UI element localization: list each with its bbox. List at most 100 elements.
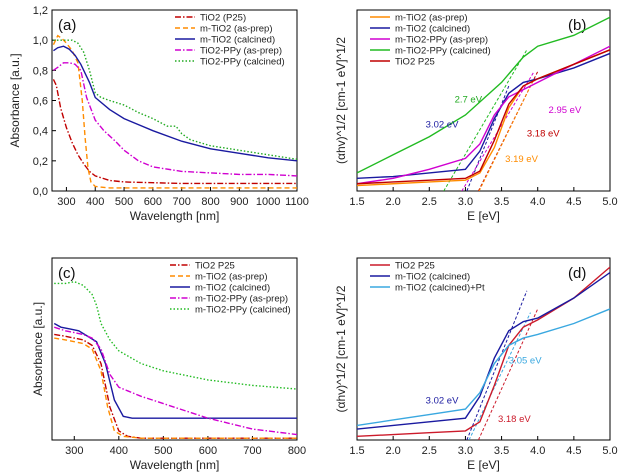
legend-entry: m-TiO2 (calcined) xyxy=(200,35,275,46)
y-tick-label: 1,2 xyxy=(33,5,48,17)
legend-entry: TiO2 P25 xyxy=(395,261,435,272)
x-tick-label: 1000 xyxy=(256,196,280,208)
series-line xyxy=(53,62,297,177)
series-line xyxy=(54,326,297,436)
y-tick-label: 0,0 xyxy=(33,186,48,198)
x-tick-label: 300 xyxy=(65,445,83,457)
x-axis-label: Wavelength [nm] xyxy=(130,209,220,223)
legend-entry: TiO2-PPy (as-prep) xyxy=(200,46,282,57)
legend-entry: m-TiO2-PPy (as-prep) xyxy=(395,35,488,46)
series-line xyxy=(54,333,297,439)
y-axis-label: (αhv)^1/2 [cm-1 eV]^1/2 xyxy=(334,285,348,412)
x-axis-label: E [eV] xyxy=(467,458,500,472)
legend: TiO2 (P25)m-TiO2 (as-prep)m-TiO2 (calcin… xyxy=(175,13,285,68)
tangent-line xyxy=(468,312,531,440)
legend-entry: m-TiO2 (as-prep) xyxy=(195,272,268,283)
x-tick-label: 3.0 xyxy=(458,445,473,457)
series-line xyxy=(53,39,297,161)
x-tick-label: 4.0 xyxy=(530,445,545,457)
series-line xyxy=(357,16,610,174)
x-tick-label: 2.5 xyxy=(422,445,437,457)
x-tick-label: 600 xyxy=(144,196,162,208)
plot-frame xyxy=(51,257,298,441)
series-line xyxy=(52,79,297,185)
annotation-label: 2.7 eV xyxy=(455,94,483,105)
x-tick-label: 4.5 xyxy=(566,445,581,457)
y-tick-label: 0,2 xyxy=(33,156,48,168)
panel-label: (a) xyxy=(58,17,76,34)
chart-panel-3: 300 400 500 600 700 800 Wavelength [nm] Absorba… xyxy=(31,257,306,472)
series-line xyxy=(357,45,610,185)
y-axis-label: (αhv)^1/2 [cm-1 eV]^1/2 xyxy=(334,37,348,164)
annotation-label: 3.19 eV xyxy=(505,154,538,165)
panel-label: (c) xyxy=(58,265,76,282)
x-tick-label: 700 xyxy=(173,196,191,208)
series-line xyxy=(53,45,297,162)
annotation-label: 3.05 eV xyxy=(509,356,542,367)
x-tick-label: 4.0 xyxy=(530,196,545,208)
tangent-line xyxy=(461,71,535,191)
y-tick-label: 0,8 xyxy=(33,65,48,77)
series-line xyxy=(357,266,610,438)
x-tick-label: 2.0 xyxy=(385,196,400,208)
plot-frame xyxy=(356,257,611,441)
annotation-label: 3.18 eV xyxy=(527,129,560,140)
legend-entry: m-TiO2-PPy (as-prep) xyxy=(195,294,288,305)
tangent-line xyxy=(477,308,539,440)
y-axis-label: Absorbance [a.u.] xyxy=(31,302,45,396)
legend-entry: m-TiO2 (calcined) xyxy=(395,24,470,35)
legend: m-TiO2 (as-prep)m-TiO2 (calcined)m-TiO2-… xyxy=(370,13,491,68)
x-tick-label: 900 xyxy=(230,196,248,208)
series-line xyxy=(357,271,610,430)
annotation-label: 2.95 eV xyxy=(549,105,582,116)
annotation-label: 3.02 eV xyxy=(426,120,459,131)
x-tick-label: 3.5 xyxy=(494,445,509,457)
x-tick-label: 2.0 xyxy=(385,445,400,457)
x-tick-label: 400 xyxy=(86,196,104,208)
legend-entry: TiO2 P25 xyxy=(195,261,235,272)
legend-entry: m-TiO2-PPy (calcined) xyxy=(195,305,291,316)
y-tick-label: 0,4 xyxy=(33,126,48,138)
annotation-label: 3.18 eV xyxy=(498,414,531,425)
panel-label: (b) xyxy=(568,17,586,34)
x-tick-label: 800 xyxy=(288,445,306,457)
annotation-label: 3.02 eV xyxy=(426,396,459,407)
x-tick-label: 4.5 xyxy=(566,196,581,208)
legend-entry: m-TiO2 (calcined) xyxy=(195,283,270,294)
x-tick-label: 700 xyxy=(243,445,261,457)
legend-entry: m-TiO2 (as-prep) xyxy=(200,24,273,35)
legend-entry: m-TiO2 (calcined)+Pt xyxy=(395,283,485,294)
legend-entry: TiO2 (P25) xyxy=(200,13,246,24)
y-axis-label: Absorbance [a.u.] xyxy=(8,53,22,147)
series-line xyxy=(53,322,297,419)
legend-entry: TiO2 P25 xyxy=(395,57,435,68)
legend-entry: TiO2-PPy (calcined) xyxy=(200,57,285,68)
x-tick-label: 5.0 xyxy=(602,445,617,457)
x-tick-label: 1100 xyxy=(285,196,309,208)
x-tick-label: 400 xyxy=(110,445,128,457)
series-line xyxy=(357,308,610,427)
series-line xyxy=(54,280,297,390)
series-line xyxy=(54,337,297,439)
x-tick-label: 800 xyxy=(201,196,219,208)
chart-panel-1: 300 400 500 600 700 800 900 1000 1100 0,0 0,2 0,4 0,… xyxy=(8,5,309,223)
x-tick-label: 600 xyxy=(199,445,217,457)
tangent-line xyxy=(443,49,528,191)
tangent-line xyxy=(466,290,528,440)
series-line xyxy=(52,34,297,189)
series-line xyxy=(357,49,610,187)
x-tick-label: 1.5 xyxy=(349,445,364,457)
plot-frame xyxy=(356,9,611,192)
x-tick-label: 1.5 xyxy=(349,196,364,208)
tangent-line xyxy=(478,78,535,191)
x-tick-label: 3.0 xyxy=(458,196,473,208)
x-axis-label: E [eV] xyxy=(467,209,500,223)
x-tick-label: 3.5 xyxy=(494,196,509,208)
legend-entry: m-TiO2 (calcined) xyxy=(395,272,470,283)
x-tick-label: 2.5 xyxy=(422,196,437,208)
x-tick-label: 500 xyxy=(115,196,133,208)
tangent-line xyxy=(466,85,510,191)
